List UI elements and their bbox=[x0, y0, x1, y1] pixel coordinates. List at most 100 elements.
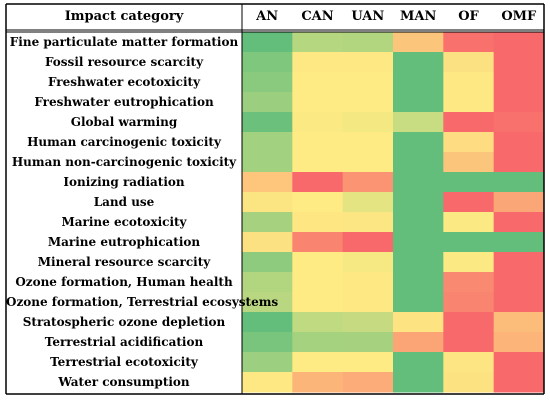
heatmap-cell bbox=[393, 292, 444, 313]
heatmap-cell bbox=[292, 52, 344, 73]
heatmap-cell bbox=[242, 112, 293, 133]
heatmap-cell bbox=[493, 112, 545, 133]
heatmap-cell bbox=[393, 112, 444, 133]
heatmap-cell bbox=[242, 252, 293, 273]
heatmap-cell bbox=[292, 112, 344, 133]
heatmap-cell bbox=[493, 352, 545, 373]
heatmap-cell bbox=[342, 232, 394, 253]
heatmap-cell bbox=[493, 312, 545, 333]
row-label: Land use bbox=[93, 195, 155, 209]
heatmap-cell bbox=[342, 252, 394, 273]
heatmap-cell bbox=[393, 192, 444, 213]
heatmap-cell bbox=[443, 152, 495, 173]
heatmap-cell bbox=[292, 292, 344, 313]
heatmap-cell bbox=[493, 92, 545, 113]
row-label: Marine ecotoxicity bbox=[61, 215, 187, 229]
heatmap-cell bbox=[342, 192, 394, 213]
heatmap-cell bbox=[342, 112, 394, 133]
heatmap-cell bbox=[292, 132, 344, 153]
heatmap-cell bbox=[493, 132, 545, 153]
heatmap-cell bbox=[342, 332, 394, 353]
heatmap-cell bbox=[493, 32, 545, 53]
row-label: Human non-carcinogenic toxicity bbox=[11, 155, 237, 169]
heatmap-cell bbox=[393, 72, 444, 93]
row-label: Ionizing radiation bbox=[63, 175, 185, 189]
row-label: Marine eutrophication bbox=[47, 235, 201, 249]
heatmap-cell bbox=[242, 152, 293, 173]
heatmap-cell bbox=[443, 92, 495, 113]
heatmap-cell bbox=[342, 152, 394, 173]
column-header: MAN bbox=[399, 9, 437, 24]
heatmap-cell bbox=[242, 352, 293, 373]
heatmap-cell bbox=[393, 352, 444, 373]
heatmap-cell bbox=[443, 332, 495, 353]
heatmap-cell bbox=[242, 192, 293, 213]
heatmap-cell bbox=[292, 272, 344, 293]
corner-header: Impact category bbox=[64, 9, 184, 24]
heatmap-cell bbox=[242, 212, 293, 233]
heatmap-cell bbox=[342, 212, 394, 233]
heatmap-cell bbox=[443, 232, 495, 253]
heatmap-cell bbox=[393, 232, 444, 253]
row-label: Fine particulate matter formation bbox=[9, 35, 239, 49]
heatmap-cell bbox=[242, 332, 293, 353]
heatmap-cell bbox=[342, 72, 394, 93]
heatmap-cell bbox=[393, 212, 444, 233]
heatmap-cell bbox=[292, 232, 344, 253]
row-label: Terrestrial ecotoxicity bbox=[50, 355, 198, 369]
heatmap-cell bbox=[393, 312, 444, 333]
heatmap-cell bbox=[342, 292, 394, 313]
heatmap-cell bbox=[342, 92, 394, 113]
heatmap-cell bbox=[443, 312, 495, 333]
heatmap-cell bbox=[443, 372, 495, 393]
heatmap-cell bbox=[292, 152, 344, 173]
heatmap-cell bbox=[443, 192, 495, 213]
heatmap-cell bbox=[292, 252, 344, 273]
row-label: Terrestrial acidification bbox=[44, 335, 204, 349]
heatmap-cell bbox=[292, 212, 344, 233]
row-label: Global warming bbox=[70, 115, 178, 129]
heatmap-cell bbox=[242, 312, 293, 333]
heatmap-cell bbox=[443, 272, 495, 293]
heatmap-cell bbox=[393, 332, 444, 353]
heatmap-cell bbox=[292, 352, 344, 373]
heatmap-cell bbox=[292, 172, 344, 193]
heatmap-cell bbox=[242, 132, 293, 153]
row-label: Freshwater eutrophication bbox=[34, 95, 214, 109]
heatmap-cell bbox=[443, 352, 495, 373]
heatmap-cell bbox=[443, 252, 495, 273]
heatmap-cell bbox=[342, 352, 394, 373]
heatmap-cell bbox=[493, 192, 545, 213]
heatmap-cell bbox=[493, 72, 545, 93]
heatmap-cell bbox=[242, 232, 293, 253]
heatmap-cell bbox=[393, 252, 444, 273]
heatmap-cell bbox=[443, 52, 495, 73]
heatmap-cell bbox=[393, 52, 444, 73]
heatmap-cell bbox=[393, 372, 444, 393]
row-label: Human carcinogenic toxicity bbox=[27, 135, 221, 149]
heatmap-cell bbox=[242, 272, 293, 293]
heatmap-cell bbox=[292, 32, 344, 53]
heatmap-cell bbox=[292, 92, 344, 113]
heatmap-cell bbox=[342, 132, 394, 153]
row-label: Fossil resource scarcity bbox=[44, 55, 204, 69]
heatmap-cell bbox=[393, 172, 444, 193]
heatmap-cell bbox=[443, 212, 495, 233]
heatmap-cell bbox=[493, 252, 545, 273]
heatmap-cell bbox=[493, 152, 545, 173]
heatmap-cell bbox=[493, 52, 545, 73]
heatmap-cell bbox=[443, 112, 495, 133]
heatmap-cell bbox=[342, 312, 394, 333]
heatmap-cell bbox=[493, 292, 545, 313]
column-header: AN bbox=[256, 9, 279, 24]
heatmap-cell bbox=[443, 132, 495, 153]
heatmap-cell bbox=[242, 172, 293, 193]
heatmap-cell bbox=[443, 72, 495, 93]
heatmap-cell bbox=[242, 372, 293, 393]
heatmap-cell bbox=[493, 172, 545, 193]
heatmap-cell bbox=[342, 32, 394, 53]
heatmap-cell bbox=[493, 332, 545, 353]
row-label: Ozone formation, Terrestrial ecosystems bbox=[6, 295, 279, 309]
